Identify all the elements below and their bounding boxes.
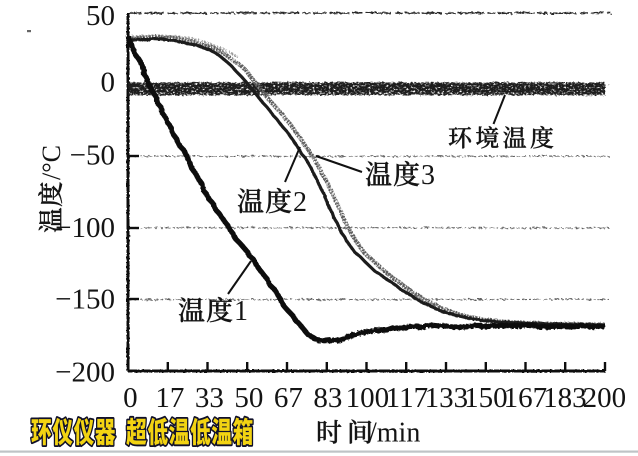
svg-text:100: 100 — [346, 382, 390, 414]
svg-text:−200: −200 — [55, 357, 115, 389]
svg-text:0: 0 — [123, 382, 138, 414]
svg-text:50: 50 — [234, 382, 263, 414]
svg-text:200: 200 — [583, 382, 627, 414]
svg-text:33: 33 — [195, 382, 224, 414]
svg-text:183: 183 — [543, 382, 587, 414]
svg-text:150: 150 — [464, 382, 508, 414]
svg-text:133: 133 — [425, 382, 469, 414]
svg-text:117: 117 — [386, 382, 428, 414]
svg-text:/°C: /°C — [37, 145, 66, 180]
svg-text:67: 67 — [274, 382, 303, 414]
svg-text:50: 50 — [86, 0, 115, 32]
svg-text:83: 83 — [313, 382, 342, 414]
svg-text:0: 0 — [101, 67, 116, 99]
svg-text:−150: −150 — [55, 283, 115, 315]
svg-text:/min: /min — [369, 418, 420, 449]
svg-text:−100: −100 — [55, 212, 115, 244]
svg-text:167: 167 — [504, 382, 548, 414]
svg-text:3: 3 — [421, 160, 435, 191]
svg-text:−50: −50 — [70, 139, 115, 171]
svg-text:1: 1 — [234, 296, 248, 327]
svg-text:17: 17 — [155, 382, 184, 414]
svg-text:2: 2 — [293, 187, 307, 218]
